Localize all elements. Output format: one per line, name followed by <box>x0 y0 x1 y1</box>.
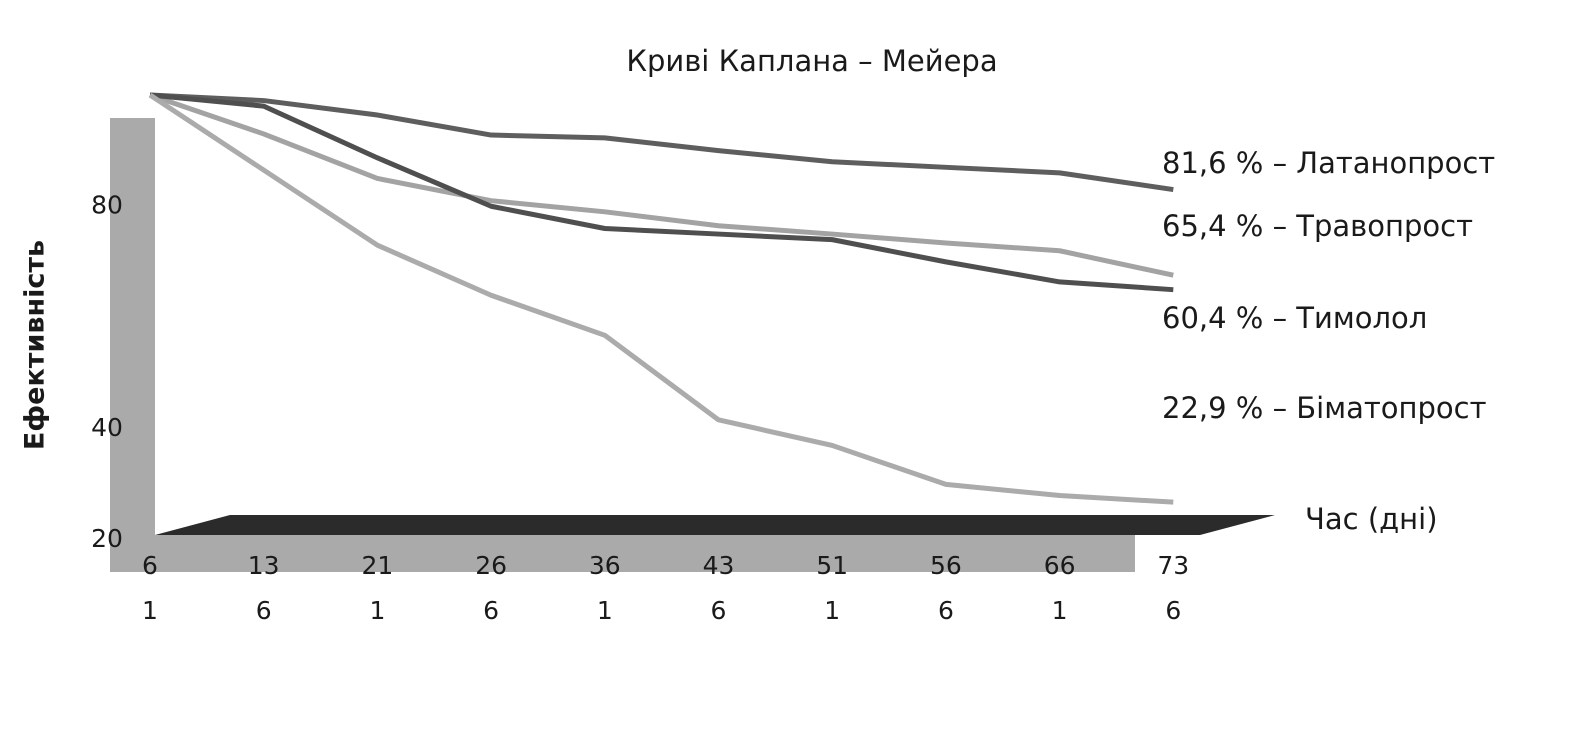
x-tick-label-2: 6 <box>256 596 272 625</box>
y-axis-label: Ефективність <box>20 240 51 450</box>
x-tick-label-2: 6 <box>483 596 499 625</box>
x-tick-label-2: 1 <box>597 596 613 625</box>
x-tick-label: 21 <box>361 551 393 580</box>
series-label: 65,4 % – Травопрост <box>1162 209 1473 243</box>
floor-front <box>110 535 1135 572</box>
x-tick-label: 43 <box>703 551 735 580</box>
x-tick-label: 13 <box>248 551 280 580</box>
series-line <box>149 92 1174 293</box>
x-tick-label: 6 <box>142 551 158 580</box>
x-tick-label: 26 <box>475 551 507 580</box>
y-tick-label: 20 <box>91 524 123 553</box>
x-tick-label: 36 <box>589 551 621 580</box>
x-tick-label: 56 <box>930 551 962 580</box>
x-tick-label-2: 1 <box>1052 596 1068 625</box>
x-tick-label-2: 6 <box>938 596 954 625</box>
x-tick-label-2: 1 <box>142 596 158 625</box>
x-tick-label-2: 6 <box>711 596 727 625</box>
x-axis-label: Час (дні) <box>1305 502 1438 536</box>
series-line <box>149 92 1174 193</box>
series-line <box>149 92 1174 278</box>
x-tick-label: 66 <box>1044 551 1076 580</box>
x-tick-label-2: 1 <box>824 596 840 625</box>
x-tick-label-2: 6 <box>1165 596 1181 625</box>
x-tick-label: 51 <box>816 551 848 580</box>
x-tick-label-2: 1 <box>369 596 385 625</box>
x-tick-label: 73 <box>1157 551 1189 580</box>
chart-title: Криві Каплана – Мейера <box>626 44 997 78</box>
series-line <box>148 92 1174 505</box>
y-tick-label: 80 <box>91 190 123 219</box>
floor <box>155 515 1275 535</box>
wall <box>110 118 155 538</box>
series-label: 60,4 % – Тимолол <box>1162 301 1427 335</box>
series-label: 22,9 % – Біматопрост <box>1162 391 1487 425</box>
series-label: 81,6 % – Латанопрост <box>1162 146 1495 180</box>
y-tick-label: 40 <box>91 413 123 442</box>
